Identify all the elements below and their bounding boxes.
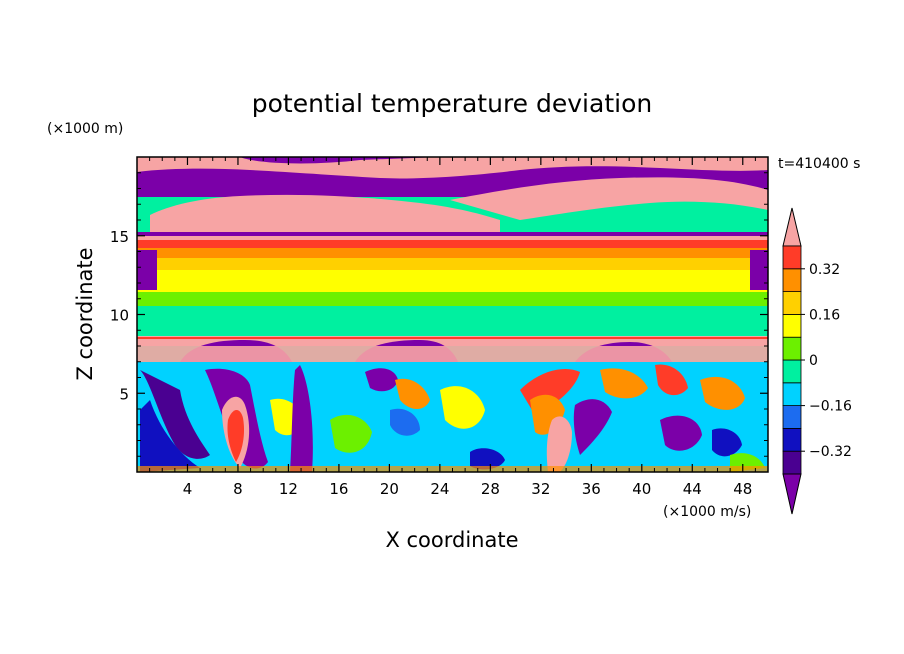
colorbar-segment xyxy=(782,450,802,475)
colorbar-segment xyxy=(782,291,802,315)
eddy-violet-4 xyxy=(573,399,612,455)
eddy-orange-3 xyxy=(600,368,648,399)
eddy-blue-3 xyxy=(470,448,505,470)
eddy-blue-1 xyxy=(140,400,200,472)
colorbar-label: 0.16 xyxy=(809,307,840,323)
colorbar-segment xyxy=(782,336,802,361)
green-band xyxy=(137,306,768,336)
colorbar-label: −0.16 xyxy=(809,399,852,415)
x-tick-label: 24 xyxy=(430,480,449,498)
eddy-orange-1 xyxy=(395,378,430,409)
time-label: t=410400 s xyxy=(778,156,860,172)
colorbar-label: 0.32 xyxy=(809,262,840,278)
eddy-violet-2 xyxy=(290,365,313,472)
colorbar-segment xyxy=(782,359,802,384)
colorbar-bottom-arrow xyxy=(782,473,802,515)
colorbar-top-arrow xyxy=(782,207,802,247)
x-axis-label: X coordinate xyxy=(385,528,518,552)
eddy-pink-2 xyxy=(546,416,572,472)
x-tick-label: 40 xyxy=(632,480,651,498)
x-tick-label: 48 xyxy=(733,480,752,498)
colorbar-segment xyxy=(782,382,802,406)
eddy-yellow-2 xyxy=(440,386,485,429)
lower-pink-strip xyxy=(137,346,768,362)
y-unit-label: (×1000 m) xyxy=(47,121,123,137)
upper-pink-band-2 xyxy=(150,194,500,238)
colorbar-segment xyxy=(782,427,802,452)
y-tick-label: 10 xyxy=(110,307,129,325)
eddy-green-1 xyxy=(330,414,372,453)
y-tick-label: 5 xyxy=(119,385,129,403)
y-tick-label: 15 xyxy=(110,228,129,246)
x-tick-label: 4 xyxy=(183,480,193,498)
eddy-violet-5 xyxy=(660,415,702,451)
upper-pink-band xyxy=(137,157,768,179)
colorbar-segment xyxy=(782,313,802,338)
eddy-deep-blue-1 xyxy=(140,370,210,459)
eddy-red-3 xyxy=(655,364,688,396)
orange-band xyxy=(137,248,768,258)
x-unit-label: (×1000 m/s) xyxy=(663,504,751,520)
red-band xyxy=(137,240,768,248)
eddy-orange-4 xyxy=(700,376,745,410)
eddy-red-1 xyxy=(227,409,245,462)
eddy-blue-2 xyxy=(390,408,420,436)
lime-band xyxy=(137,292,768,306)
plot-area xyxy=(137,157,768,472)
gold-band xyxy=(137,258,768,270)
colorbar: 0.32 0.16 0 −0.16 −0.32 xyxy=(782,207,852,515)
y-axis-label: Z coordinate xyxy=(73,247,97,380)
x-tick-label: 36 xyxy=(582,480,601,498)
x-tick-label: 32 xyxy=(531,480,550,498)
x-tick-label: 8 xyxy=(233,480,243,498)
upper-pink-band-3 xyxy=(450,177,768,220)
eddy-field xyxy=(140,364,765,472)
x-tick-label: 20 xyxy=(380,480,399,498)
y-axis: 5 10 15 xyxy=(110,172,768,457)
colorbar-segment xyxy=(782,268,802,292)
colorbar-segment xyxy=(782,405,802,429)
yellow-band xyxy=(137,270,768,292)
pink-band-mid xyxy=(137,336,768,346)
x-tick-label: 12 xyxy=(279,480,298,498)
colorbar-label: 0 xyxy=(809,353,818,369)
eddy-blue-4 xyxy=(712,428,742,457)
x-axis: 4 8 12 16 20 24 28 32 36 40 44 48 xyxy=(149,157,756,498)
chart-title: potential temperature deviation xyxy=(252,89,652,118)
x-tick-label: 28 xyxy=(481,480,500,498)
eddy-violet-3 xyxy=(365,368,398,392)
colorbar-segment xyxy=(782,245,802,270)
red-line-mid xyxy=(137,337,768,339)
x-tick-label: 16 xyxy=(329,480,348,498)
upper-pink-strip xyxy=(137,236,768,240)
violet-edge-right xyxy=(750,250,768,290)
violet-edge-left xyxy=(137,250,157,290)
x-tick-label: 44 xyxy=(683,480,702,498)
colorbar-label: −0.32 xyxy=(809,444,852,460)
